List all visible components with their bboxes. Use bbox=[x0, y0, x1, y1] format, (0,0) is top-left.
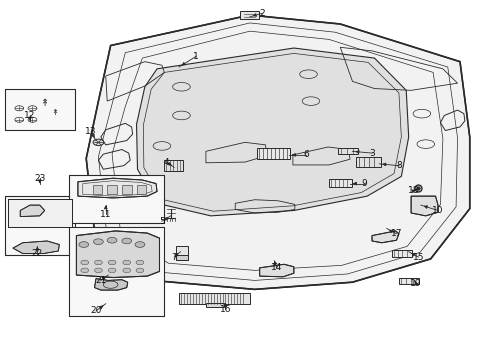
Text: ↟: ↟ bbox=[51, 108, 58, 117]
Text: 11: 11 bbox=[100, 210, 112, 219]
Ellipse shape bbox=[93, 139, 104, 145]
Bar bbox=[69, 175, 164, 223]
Polygon shape bbox=[137, 48, 409, 216]
Text: 2: 2 bbox=[259, 9, 265, 18]
Bar bbox=[8, 199, 72, 226]
Text: 18: 18 bbox=[408, 186, 419, 195]
Bar bbox=[93, 185, 102, 194]
Text: 12: 12 bbox=[24, 111, 36, 120]
Text: 9: 9 bbox=[362, 179, 368, 188]
Ellipse shape bbox=[95, 268, 102, 273]
Ellipse shape bbox=[81, 268, 89, 273]
Text: 5: 5 bbox=[159, 217, 165, 226]
Ellipse shape bbox=[94, 239, 103, 244]
Text: 21: 21 bbox=[95, 276, 106, 285]
Bar bbox=[107, 185, 117, 194]
Ellipse shape bbox=[95, 260, 102, 265]
Ellipse shape bbox=[108, 268, 116, 273]
Text: 19: 19 bbox=[410, 279, 422, 288]
Text: 1: 1 bbox=[193, 52, 199, 61]
Polygon shape bbox=[20, 205, 45, 217]
Bar bbox=[4, 196, 75, 255]
Text: 20: 20 bbox=[90, 306, 101, 315]
Text: 6: 6 bbox=[303, 150, 309, 159]
Polygon shape bbox=[411, 196, 438, 216]
Bar bbox=[164, 159, 183, 171]
Bar bbox=[338, 148, 358, 154]
Bar bbox=[206, 303, 224, 307]
Bar bbox=[257, 148, 291, 159]
Text: 14: 14 bbox=[271, 264, 282, 273]
Bar bbox=[69, 226, 164, 316]
Polygon shape bbox=[86, 15, 470, 289]
Bar bbox=[4, 89, 75, 130]
Ellipse shape bbox=[81, 260, 89, 265]
Text: 15: 15 bbox=[413, 253, 424, 262]
Polygon shape bbox=[372, 231, 399, 243]
Ellipse shape bbox=[107, 237, 117, 243]
Bar bbox=[8, 199, 72, 226]
Text: 13: 13 bbox=[85, 127, 97, 136]
Bar bbox=[179, 293, 250, 304]
Polygon shape bbox=[78, 178, 157, 198]
Bar bbox=[399, 278, 419, 284]
Bar bbox=[175, 246, 188, 260]
Bar bbox=[69, 175, 164, 223]
Text: ↟: ↟ bbox=[41, 99, 49, 108]
Text: 17: 17 bbox=[391, 229, 402, 238]
Ellipse shape bbox=[122, 238, 132, 244]
Bar bbox=[122, 185, 132, 194]
Bar bbox=[240, 11, 259, 19]
Bar bbox=[4, 196, 75, 255]
Text: 4: 4 bbox=[164, 158, 170, 167]
Text: 8: 8 bbox=[396, 161, 402, 170]
Polygon shape bbox=[260, 264, 294, 277]
Bar bbox=[392, 250, 412, 257]
Bar bbox=[4, 89, 75, 130]
Text: 22: 22 bbox=[32, 249, 43, 258]
Polygon shape bbox=[76, 231, 159, 278]
Bar bbox=[356, 157, 381, 167]
Polygon shape bbox=[13, 241, 59, 253]
Bar bbox=[137, 185, 147, 194]
Ellipse shape bbox=[136, 268, 144, 273]
Text: 23: 23 bbox=[34, 174, 46, 183]
Text: 10: 10 bbox=[432, 206, 444, 215]
Ellipse shape bbox=[108, 260, 116, 265]
Text: 16: 16 bbox=[220, 305, 231, 314]
Text: 3: 3 bbox=[369, 149, 375, 158]
Ellipse shape bbox=[123, 260, 131, 265]
Bar bbox=[329, 179, 352, 187]
Ellipse shape bbox=[136, 260, 144, 265]
Bar bbox=[69, 226, 164, 316]
Ellipse shape bbox=[135, 242, 145, 247]
Text: 7: 7 bbox=[172, 253, 177, 262]
Ellipse shape bbox=[123, 268, 131, 273]
Ellipse shape bbox=[79, 242, 89, 247]
Polygon shape bbox=[95, 279, 128, 290]
Bar bbox=[175, 255, 188, 260]
